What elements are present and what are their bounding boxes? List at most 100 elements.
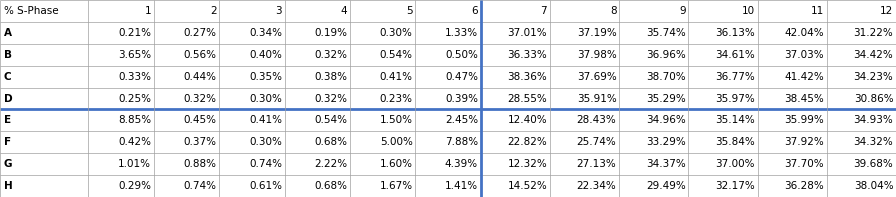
Text: 0.88%: 0.88% [184,159,217,169]
Text: 1.01%: 1.01% [118,159,151,169]
Text: 0.61%: 0.61% [249,181,282,191]
Text: 0.33%: 0.33% [118,72,151,82]
Text: 38.45%: 38.45% [784,94,824,103]
Text: D: D [4,94,13,103]
Text: 5: 5 [406,6,413,16]
Text: 8: 8 [610,6,616,16]
Text: 34.93%: 34.93% [854,115,893,125]
Text: 0.30%: 0.30% [249,137,282,147]
Text: 35.91%: 35.91% [577,94,616,103]
Text: 1.50%: 1.50% [380,115,413,125]
Text: 0.37%: 0.37% [184,137,217,147]
Text: 25.74%: 25.74% [577,137,616,147]
Text: 12.40%: 12.40% [508,115,547,125]
Text: 36.77%: 36.77% [715,72,754,82]
Text: 38.70%: 38.70% [646,72,685,82]
Text: 35.84%: 35.84% [715,137,754,147]
Text: 34.23%: 34.23% [854,72,893,82]
Text: 36.13%: 36.13% [715,28,754,38]
Text: 28.43%: 28.43% [577,115,616,125]
Text: 8.85%: 8.85% [118,115,151,125]
Text: 0.45%: 0.45% [184,115,217,125]
Text: 2: 2 [210,6,217,16]
Text: 37.70%: 37.70% [785,159,824,169]
Text: 32.17%: 32.17% [715,181,754,191]
Text: 37.19%: 37.19% [577,28,616,38]
Text: 12.32%: 12.32% [507,159,547,169]
Text: 34.37%: 34.37% [646,159,685,169]
Text: 6: 6 [471,6,478,16]
Text: 1.33%: 1.33% [445,28,478,38]
Text: 34.61%: 34.61% [715,50,754,60]
Text: 0.35%: 0.35% [249,72,282,82]
Text: 0.32%: 0.32% [314,50,348,60]
Text: 22.34%: 22.34% [577,181,616,191]
Text: 14.52%: 14.52% [507,181,547,191]
Text: F: F [4,137,11,147]
Text: 0.74%: 0.74% [184,181,217,191]
Text: 0.25%: 0.25% [118,94,151,103]
Text: 0.34%: 0.34% [249,28,282,38]
Text: 0.54%: 0.54% [314,115,348,125]
Text: 3.65%: 3.65% [118,50,151,60]
Text: 0.38%: 0.38% [314,72,348,82]
Text: 0.21%: 0.21% [118,28,151,38]
Text: 0.30%: 0.30% [249,94,282,103]
Text: 0.50%: 0.50% [445,50,478,60]
Text: 0.68%: 0.68% [314,137,348,147]
Text: A: A [4,28,12,38]
Text: 0.32%: 0.32% [184,94,217,103]
Text: 0.54%: 0.54% [380,50,413,60]
Text: 0.29%: 0.29% [118,181,151,191]
Text: % S-Phase: % S-Phase [4,6,58,16]
Text: 2.22%: 2.22% [314,159,348,169]
Text: 37.98%: 37.98% [577,50,616,60]
Text: 35.14%: 35.14% [715,115,754,125]
Text: 34.32%: 34.32% [854,137,893,147]
Text: 1.67%: 1.67% [380,181,413,191]
Text: H: H [4,181,13,191]
Text: 36.33%: 36.33% [507,50,547,60]
Text: 0.68%: 0.68% [314,181,348,191]
Text: 34.96%: 34.96% [646,115,685,125]
Text: 28.55%: 28.55% [507,94,547,103]
Text: 0.56%: 0.56% [184,50,217,60]
Text: 37.00%: 37.00% [715,159,754,169]
Text: 4.39%: 4.39% [445,159,478,169]
Text: 3: 3 [275,6,282,16]
Text: 0.42%: 0.42% [118,137,151,147]
Text: 1: 1 [144,6,151,16]
Text: 36.28%: 36.28% [784,181,824,191]
Text: 2.45%: 2.45% [445,115,478,125]
Text: 41.42%: 41.42% [784,72,824,82]
Text: 0.41%: 0.41% [380,72,413,82]
Text: 1.60%: 1.60% [380,159,413,169]
Text: 38.36%: 38.36% [507,72,547,82]
Text: 31.22%: 31.22% [854,28,893,38]
Text: 7.88%: 7.88% [445,137,478,147]
Text: 0.23%: 0.23% [380,94,413,103]
Text: B: B [4,50,12,60]
Text: 11: 11 [811,6,824,16]
Text: 0.40%: 0.40% [249,50,282,60]
Text: 37.69%: 37.69% [577,72,616,82]
Text: E: E [4,115,11,125]
Text: 9: 9 [679,6,685,16]
Text: 0.30%: 0.30% [380,28,413,38]
Text: 37.03%: 37.03% [785,50,824,60]
Text: G: G [4,159,12,169]
Text: 35.29%: 35.29% [646,94,685,103]
Text: 10: 10 [742,6,754,16]
Text: C: C [4,72,12,82]
Text: 0.74%: 0.74% [249,159,282,169]
Text: 0.39%: 0.39% [445,94,478,103]
Text: 35.99%: 35.99% [784,115,824,125]
Text: 12: 12 [880,6,893,16]
Text: 35.74%: 35.74% [646,28,685,38]
Text: 38.04%: 38.04% [854,181,893,191]
Text: 27.13%: 27.13% [577,159,616,169]
Text: 36.96%: 36.96% [646,50,685,60]
Text: 39.68%: 39.68% [854,159,893,169]
Text: 29.49%: 29.49% [646,181,685,191]
Text: 33.29%: 33.29% [646,137,685,147]
